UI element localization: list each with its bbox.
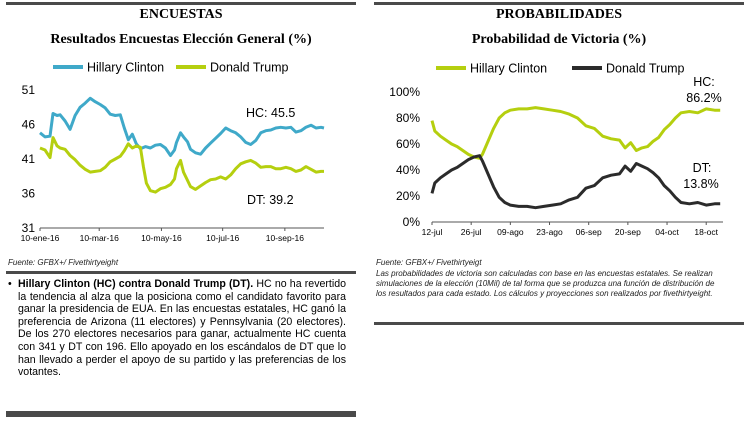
x-tick-label: 09-ago	[497, 227, 524, 237]
y-tick-label: 0%	[403, 215, 421, 229]
value-annotation: DT: 39.2	[247, 193, 294, 207]
probability-chart: Hillary Clinton Donald Trump 0% 20% 40% 60% 80…	[389, 62, 723, 237]
probabilidades-panel: PROBABILIDADES Probabilidad de Victoria …	[374, 0, 744, 421]
encuestas-panel: ENCUESTAS Resultados Encuestas Elección …	[6, 0, 356, 421]
section-title: ENCUESTAS	[139, 7, 223, 22]
x-tick-label: 10-jul-16	[206, 233, 239, 243]
bottom-rule	[374, 322, 744, 325]
top-rule	[6, 2, 356, 5]
value-annotation: DT:	[693, 161, 712, 175]
source-note: Fuente: GFBX+/ Fivethirtyeight	[8, 258, 119, 267]
value-annotation: 13.8%	[683, 177, 718, 191]
x-tick-label: 10-ene-16	[21, 233, 60, 243]
y-tick-label: 100%	[389, 85, 420, 99]
chart-title: Resultados Encuestas Elección General (%…	[50, 32, 312, 47]
source-note: Fuente: GFBX+/ Fivethirtyeigt	[376, 258, 482, 267]
commentary-body: HC no ha revertido la tendencia al alza …	[18, 278, 346, 379]
commentary-bullet: • Hillary Clinton (HC) contra Donald Tru…	[8, 278, 346, 379]
x-tick-label: 10-sep-16	[266, 233, 305, 243]
legend-label: Hillary Clinton	[87, 61, 164, 75]
section-title: PROBABILIDADES	[495, 7, 623, 22]
x-tick-label: 23-ago	[536, 227, 563, 237]
y-tick-label: 31	[22, 221, 36, 235]
x-tick-label: 18-oct	[694, 227, 718, 237]
commentary-text: Hillary Clinton (HC) contra Donald Trump…	[8, 278, 346, 379]
series-line	[39, 96, 325, 157]
y-tick-label: 41	[22, 152, 36, 166]
value-annotation: HC: 45.5	[246, 106, 295, 120]
top-rule	[374, 2, 744, 5]
y-tick-label: 46	[22, 118, 36, 132]
y-tick-label: 60%	[396, 137, 420, 151]
y-tick-label: 40%	[396, 163, 420, 177]
methodology-note: Las probabilidades de victoria son calcu…	[376, 269, 715, 298]
x-tick-label: 12-jul	[422, 227, 443, 237]
y-tick-label: 51	[22, 83, 36, 97]
bullet-icon: •	[8, 278, 12, 290]
x-tick-label: 20-sep	[615, 227, 641, 237]
series-line	[39, 136, 324, 194]
y-tick-label: 80%	[396, 111, 420, 125]
series-line	[430, 154, 721, 210]
bottom-rule	[6, 411, 356, 417]
legend-label: Hillary Clinton	[470, 62, 547, 76]
polls-chart: Hillary Clinton Donald Trump 31 36 41 46 51 10-…	[21, 61, 325, 243]
x-tick-label: 26-jul	[461, 227, 482, 237]
series-line	[430, 106, 721, 160]
y-tick-label: 20%	[396, 189, 420, 203]
x-tick-label: 10-mar-16	[80, 233, 119, 243]
legend-label: Donald Trump	[606, 62, 685, 76]
value-annotation: HC:	[693, 75, 715, 89]
commentary-bold: Hillary Clinton (HC) contra Donald Trump…	[18, 278, 254, 290]
value-annotation: 86.2%	[686, 91, 721, 105]
legend-label: Donald Trump	[210, 61, 289, 75]
x-tick-label: 04-oct	[655, 227, 679, 237]
x-tick-label: 06-sep	[576, 227, 602, 237]
y-tick-label: 36	[22, 187, 36, 201]
divider-rule	[6, 271, 356, 274]
chart-title: Probabilidad de Victoria (%)	[471, 32, 647, 47]
x-tick-label: 10-may-16	[141, 233, 182, 243]
